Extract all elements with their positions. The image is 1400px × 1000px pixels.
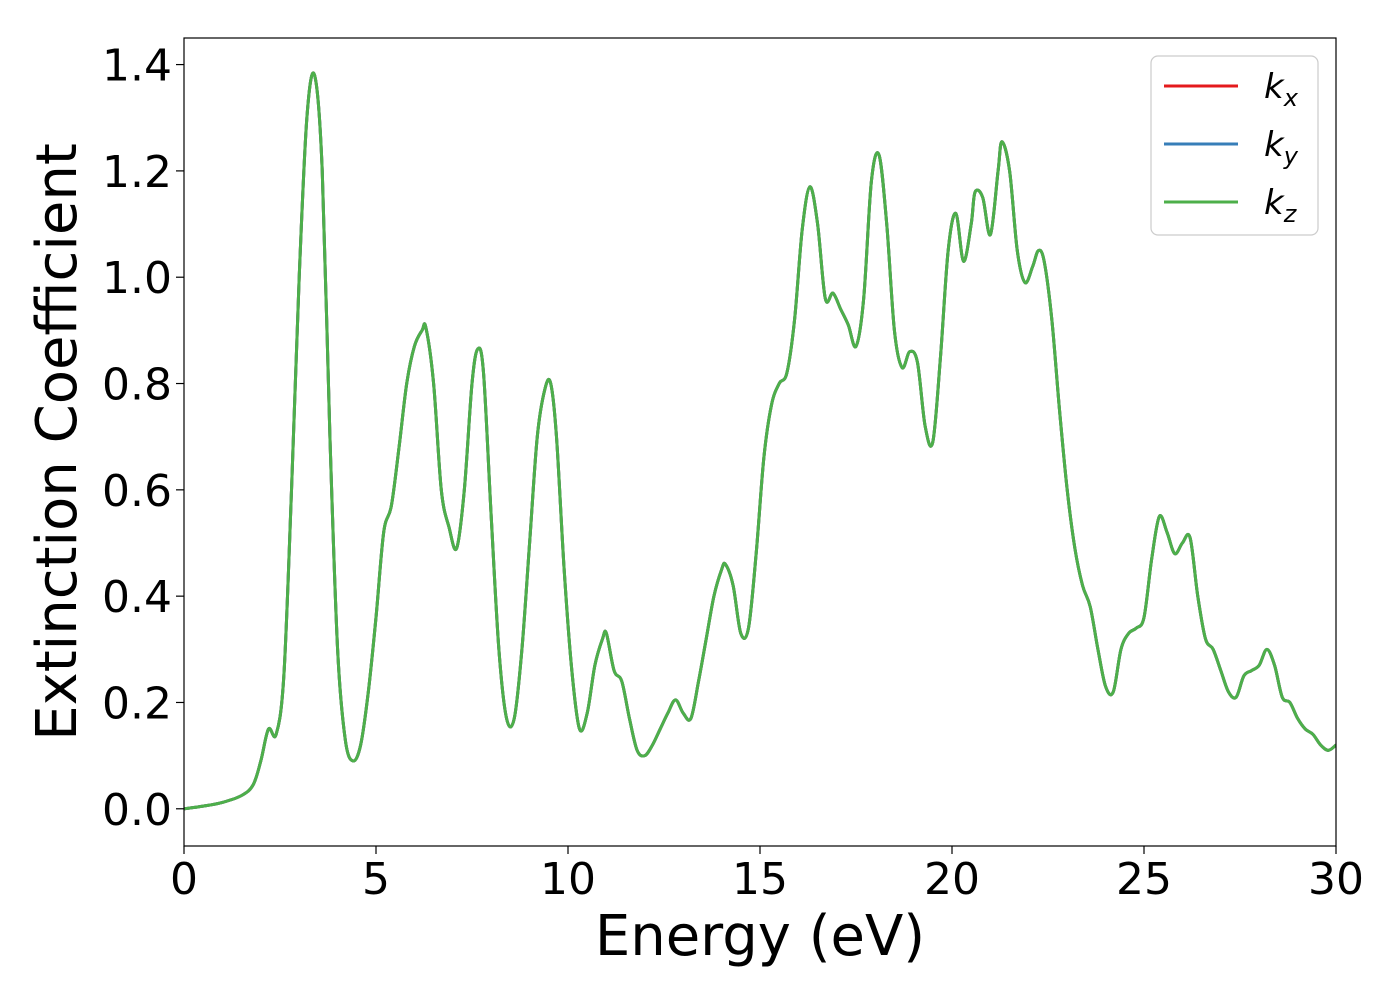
y-tick-label: 1.4 [102, 41, 172, 92]
y-tick-label: 0.4 [102, 572, 172, 623]
x-tick-label: 20 [924, 854, 980, 905]
x-tick-label: 30 [1308, 854, 1364, 905]
y-tick-label: 1.2 [102, 147, 172, 198]
legend-label-subscript: y [1283, 142, 1299, 170]
legend-label-subscript: x [1283, 84, 1299, 112]
legend-label-z: kz [1264, 183, 1298, 228]
legend-label-base: k [1264, 125, 1285, 165]
series-line-z [184, 71, 1336, 811]
x-axis: 0 5 10 15 20 25 30 [170, 846, 1364, 905]
y-axis-title: Extinction Coefficient [25, 143, 90, 741]
x-tick-label: 10 [540, 854, 596, 905]
y-tick-label: 0.0 [102, 785, 172, 836]
y-tick-label: 0.2 [102, 678, 172, 729]
x-tick-label: 25 [1116, 854, 1172, 905]
legend-label-base: k [1264, 183, 1285, 223]
x-tick-label: 15 [732, 854, 788, 905]
y-axis: 0.0 0.2 0.4 0.6 0.8 1.0 1.2 1.4 [102, 41, 184, 836]
y-tick-label: 0.6 [102, 466, 172, 517]
legend-label-x: kx [1264, 67, 1299, 112]
y-tick-label: 0.8 [102, 360, 172, 411]
legend-label-base: k [1264, 67, 1285, 107]
legend-label-y: ky [1264, 125, 1299, 170]
x-tick-label: 5 [362, 854, 390, 905]
x-axis-title: Energy (eV) [595, 904, 925, 969]
x-tick-label: 0 [170, 854, 198, 905]
series-layer [184, 71, 1336, 811]
legend-label-subscript: z [1283, 200, 1298, 228]
y-tick-label: 1.0 [102, 253, 172, 304]
